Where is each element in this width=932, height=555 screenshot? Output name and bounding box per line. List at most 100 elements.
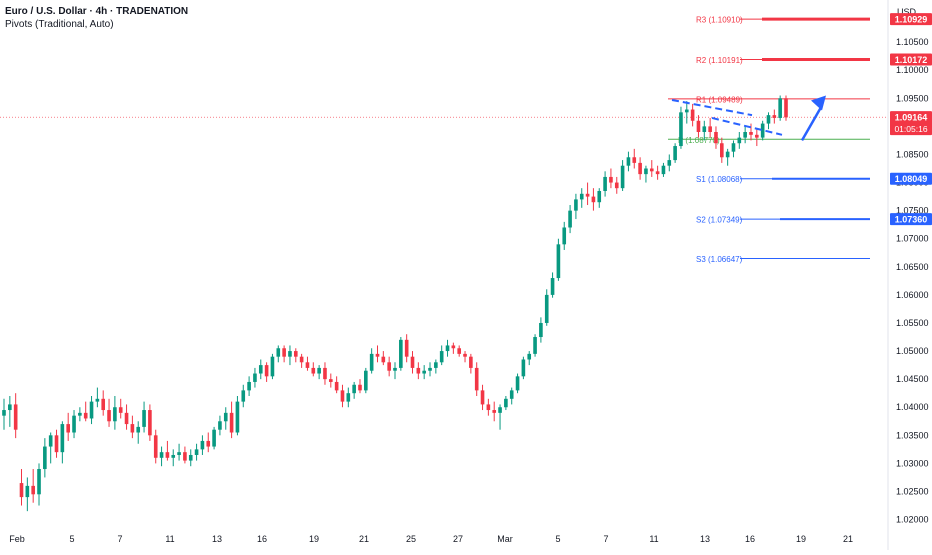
- candle-body: [142, 410, 146, 427]
- candle-body: [188, 454, 193, 461]
- candle-body: [422, 370, 426, 374]
- price-tick-label: 1.09500: [896, 93, 929, 103]
- chart-header: Euro / U.S. Dollar · 4h · TRADENATION Pi…: [5, 5, 188, 31]
- candle-body: [72, 415, 76, 433]
- time-tick-label: 19: [796, 534, 806, 544]
- price-tick-label: 1.07000: [896, 234, 929, 244]
- time-tick-label: 11: [165, 534, 174, 544]
- price-tick-label: 1.05500: [896, 318, 929, 328]
- candle-body: [614, 182, 619, 189]
- candle-body: [644, 168, 648, 175]
- candle-body: [539, 322, 543, 338]
- candle-body: [323, 367, 327, 380]
- candle-body: [778, 98, 782, 118]
- candle-body: [2, 410, 6, 416]
- r3-price-badge: 1.10929: [895, 15, 928, 25]
- price-tick-label: 1.10500: [896, 37, 929, 47]
- candle-body: [340, 390, 345, 402]
- time-tick-label: 13: [700, 534, 710, 544]
- candle-body: [731, 143, 736, 152]
- candle-body: [743, 132, 747, 138]
- candle-body: [609, 176, 613, 183]
- candle-body: [31, 485, 35, 495]
- candle-body: [445, 345, 450, 352]
- candle-body: [264, 365, 269, 377]
- candle-body: [684, 109, 689, 113]
- candle-body: [661, 165, 666, 175]
- candle-body: [136, 426, 141, 433]
- candle-body: [171, 454, 176, 458]
- price-axis-bg: [888, 0, 932, 550]
- candle-body: [311, 367, 316, 374]
- candle-body: [562, 227, 567, 245]
- r2-price-badge: 1.10172: [895, 55, 928, 65]
- candle-body: [212, 429, 216, 447]
- candle-body: [463, 353, 467, 357]
- symbol-title[interactable]: Euro / U.S. Dollar · 4h · TRADENATION: [5, 6, 189, 17]
- candle-body: [235, 401, 240, 433]
- price-tick-label: 1.03500: [896, 430, 929, 440]
- annotations: [671, 95, 826, 142]
- candle-body: [434, 362, 438, 368]
- candle-body: [253, 373, 257, 382]
- candle-body: [229, 412, 234, 433]
- candle-body: [206, 440, 211, 447]
- current-price-badge-bg: [890, 111, 932, 136]
- indicator-label[interactable]: Pivots (Traditional, Auto): [5, 19, 114, 30]
- time-tick-label: 13: [212, 534, 222, 544]
- time-tick-label: Feb: [9, 534, 25, 544]
- candle-body: [241, 390, 246, 402]
- candle-body: [369, 353, 374, 371]
- candle-body: [334, 381, 339, 391]
- candle-body: [509, 390, 514, 399]
- time-tick-label: 25: [406, 534, 416, 544]
- price-tick-label: 1.06500: [896, 262, 929, 272]
- candle-body: [159, 452, 164, 458]
- candle-body: [766, 115, 771, 124]
- candle-body: [469, 356, 473, 368]
- price-tick-label: 1.04500: [896, 374, 929, 384]
- candle-body: [165, 452, 170, 458]
- time-tick-label: 27: [453, 534, 463, 544]
- candle-body: [282, 348, 286, 357]
- candle-body: [690, 109, 695, 121]
- current-price-badge-countdown: 01:05:16: [894, 124, 927, 134]
- time-tick-label: Mar: [497, 534, 513, 544]
- candle-body: [702, 126, 707, 132]
- time-tick-label: 16: [745, 534, 755, 544]
- candle-body: [556, 244, 561, 279]
- candle-body: [399, 339, 403, 368]
- candle-body: [25, 485, 30, 498]
- candle-body: [258, 365, 263, 374]
- candle-body: [498, 407, 502, 413]
- candle-body: [148, 410, 152, 436]
- pivot-label-s3: S3 (1.06647): [696, 255, 743, 264]
- candle-body: [223, 412, 228, 422]
- candle-body: [410, 356, 415, 368]
- price-tick-label: 1.08500: [896, 149, 929, 159]
- candle-body: [113, 407, 117, 422]
- candle-body: [200, 440, 205, 450]
- candle-body: [515, 376, 520, 391]
- time-tick-label: 16: [257, 534, 267, 544]
- time-tick-label: 7: [603, 534, 608, 544]
- candle-body: [328, 379, 333, 382]
- candle-body: [544, 294, 549, 323]
- candle-body: [293, 351, 298, 357]
- candle-body: [784, 98, 788, 118]
- candle-body: [276, 348, 281, 357]
- candle-body: [527, 353, 532, 360]
- candle-body: [667, 160, 672, 166]
- candle-body: [638, 162, 642, 175]
- candle-body: [393, 367, 397, 371]
- time-tick-label: 21: [843, 534, 853, 544]
- candle-body: [153, 435, 158, 458]
- candle-body: [177, 452, 181, 455]
- candle-body: [760, 123, 765, 138]
- candle-body: [568, 210, 572, 228]
- candle-body: [130, 424, 135, 433]
- candle-body: [585, 193, 590, 197]
